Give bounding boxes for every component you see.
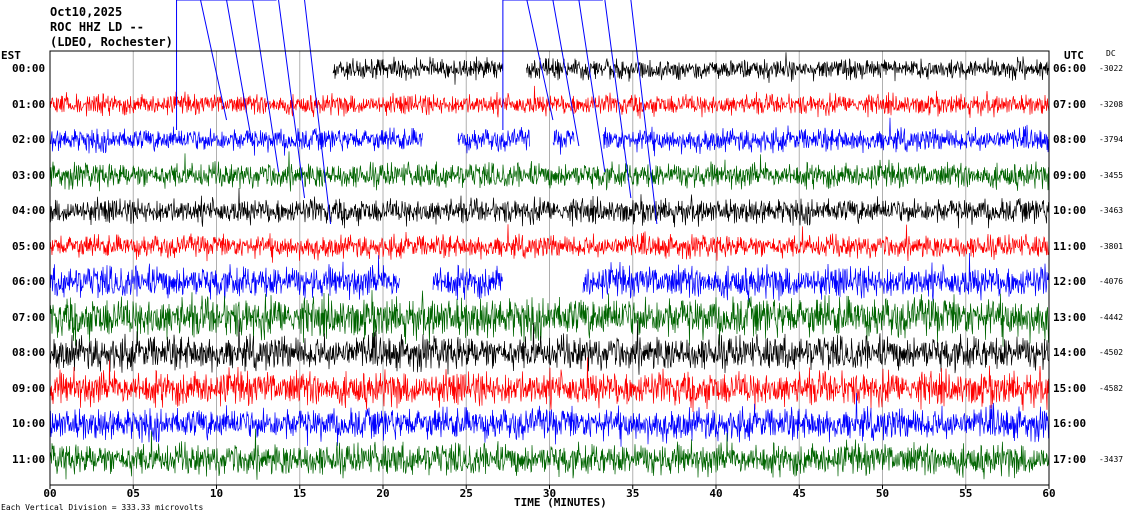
header-station: ROC HHZ LD -- (50, 20, 144, 34)
header-network: (LDEO, Rochester) (50, 35, 173, 49)
event-marker (176, 0, 332, 225)
utc-label: 12:00 (1053, 275, 1087, 288)
dc-value: -4076 (1099, 277, 1124, 286)
utc-label: 11:00 (1053, 239, 1087, 253)
x-tick-label: 60 (1042, 487, 1055, 500)
utc-label: 06:00 (1053, 62, 1087, 75)
est-label: 06:00 (12, 275, 46, 288)
dc-value: -3801 (1099, 241, 1124, 251)
footer-scale-prefix: Each Vertical Division = (1, 503, 122, 512)
dc-value: -3794 (1099, 135, 1124, 144)
utc-label: 13:00 (1053, 310, 1087, 324)
x-tick-label: 00 (43, 487, 56, 500)
dc-value: -3463 (1099, 206, 1124, 215)
trace-row-0800 (49, 319, 1050, 375)
dc-value: -3022 (1099, 64, 1124, 73)
est-label: 11:00 (12, 452, 46, 466)
trace-row-0000 (332, 52, 1050, 85)
trace-row-0900 (49, 357, 1050, 413)
dc-value: -3437 (1099, 454, 1124, 464)
utc-label: 17:00 (1053, 452, 1087, 466)
dc-value: -3455 (1099, 170, 1124, 180)
footer-scale-value: 333.33 microvolts (121, 503, 204, 512)
trace-row-1000 (49, 392, 1050, 447)
est-label: 07:00 (12, 310, 46, 324)
est-label: 00:00 (12, 62, 46, 75)
trace-row-0500 (49, 224, 1050, 263)
right-axis-title: UTC (1064, 49, 1084, 62)
est-label: 05:00 (12, 239, 46, 253)
x-tick-label: 45 (793, 487, 806, 500)
trace-row-0400 (49, 188, 1050, 229)
footer-scale: Each Vertical Division = 333.33 microvol… (1, 504, 203, 512)
x-tick-label: 20 (376, 487, 389, 500)
x-tick-label: 55 (959, 487, 972, 500)
trace-row-0700 (49, 290, 1050, 347)
x-tick-label: 10 (210, 487, 223, 500)
x-tick-label: 05 (127, 487, 140, 500)
dc-value: -4582 (1099, 383, 1124, 393)
est-label: 02:00 (12, 133, 46, 146)
trace-row-0300 (49, 151, 1050, 192)
header-date: Oct10,2025 (50, 5, 123, 19)
x-tick-label: 40 (709, 487, 722, 500)
utc-label: 15:00 (1053, 381, 1087, 395)
utc-label: 08:00 (1053, 133, 1087, 146)
est-label: 09:00 (12, 381, 46, 395)
utc-label: 07:00 (1053, 97, 1087, 111)
x-tick-label: 15 (293, 487, 306, 500)
trace-row-1100 (49, 428, 1050, 480)
est-label: 10:00 (12, 417, 46, 430)
dc-value: -4442 (1099, 312, 1124, 322)
est-label: 04:00 (12, 204, 46, 217)
dc-value: -4502 (1099, 348, 1124, 357)
utc-label: 10:00 (1053, 204, 1087, 217)
event-markers (176, 0, 658, 225)
event-marker (502, 0, 658, 225)
x-tick-label: 50 (876, 487, 889, 500)
minute-gridlines (132, 51, 967, 485)
utc-label: 16:00 (1053, 417, 1087, 430)
est-label: 03:00 (12, 168, 46, 182)
utc-label: 09:00 (1053, 168, 1087, 182)
utc-label: 14:00 (1053, 346, 1087, 359)
dc-title: DC (1106, 49, 1116, 58)
x-axis-ticks: 00 05 10 15 20 25 30 35 40 45 50 55 60 (43, 485, 1056, 500)
x-tick-label: 30 (543, 487, 556, 500)
est-label: 08:00 (12, 346, 46, 359)
dc-value: -3208 (1099, 99, 1124, 109)
trace-row-0200 (49, 117, 1050, 157)
x-tick-label: 35 (626, 487, 639, 500)
left-axis-title: EST (1, 49, 21, 62)
seismic-traces (49, 52, 1050, 480)
est-label: 01:00 (12, 97, 46, 111)
x-axis-label: TIME (MINUTES) (514, 496, 607, 509)
trace-row-0100 (49, 85, 1050, 119)
x-tick-label: 25 (460, 487, 473, 500)
